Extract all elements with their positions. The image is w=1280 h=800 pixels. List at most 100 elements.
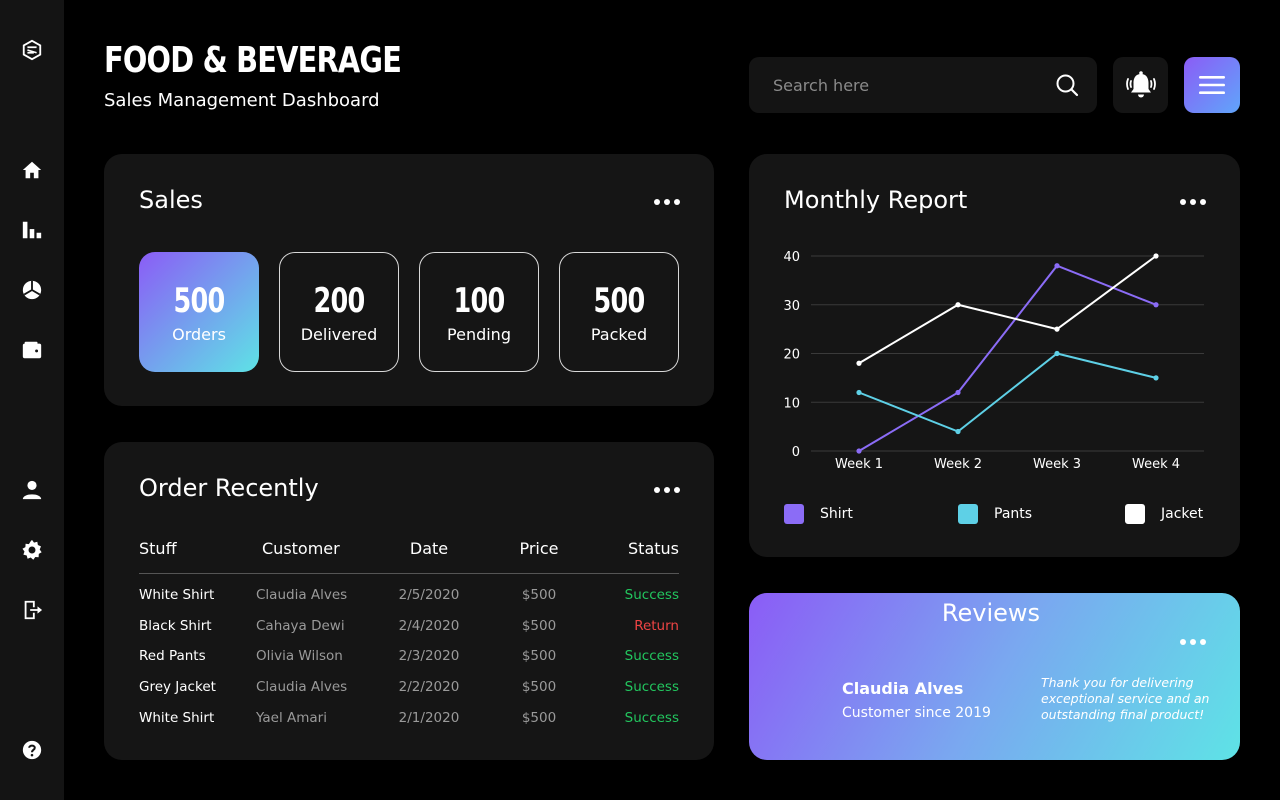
column-header-price[interactable]: Price <box>519 539 559 558</box>
review-quote: Thank you for delivering exceptional ser… <box>1041 675 1210 722</box>
legend-swatch <box>958 504 978 524</box>
table-row[interactable]: Red Pants Olivia Wilson 2/3/2020 $500 Succes… <box>139 648 679 668</box>
cell-price: $500 <box>521 587 557 603</box>
cell-status: Success <box>624 679 679 695</box>
cell-stuff: Red Pants <box>139 648 206 664</box>
data-point <box>955 428 961 435</box>
cell-stuff: Grey Jacket <box>139 679 216 695</box>
data-point <box>955 302 961 308</box>
x-tick-label: Week 2 <box>934 457 982 472</box>
x-tick-label: Week 4 <box>1132 457 1180 472</box>
sales-more-icon[interactable] <box>654 198 680 206</box>
cell-stuff: White Shirt <box>139 710 215 726</box>
stat-label: Packed <box>590 324 648 344</box>
cell-price: $500 <box>521 618 557 634</box>
y-tick-label: 40 <box>783 250 800 265</box>
table-row[interactable]: White Shirt Claudia Alves 2/5/2020 $500 Succ… <box>139 587 679 607</box>
orders-more-icon[interactable] <box>654 486 680 494</box>
data-point <box>856 360 862 366</box>
bell-icon <box>1125 71 1156 98</box>
search-input[interactable] <box>749 57 1049 113</box>
data-point <box>1054 350 1060 357</box>
legend-swatch <box>1125 504 1145 524</box>
stat-delivered[interactable]: 200 Delivered <box>279 252 399 372</box>
data-point <box>1054 326 1060 332</box>
cell-customer: Yael Amari <box>256 710 327 726</box>
cell-customer: Olivia Wilson <box>256 648 343 664</box>
reviewer-name: Claudia Alves <box>842 679 964 698</box>
table-row[interactable]: Grey Jacket Claudia Alves 2/2/2020 $500 Succ… <box>139 679 679 699</box>
cell-status: Return <box>634 618 679 634</box>
cell-date: 2/5/2020 <box>398 587 460 603</box>
column-header-stuff[interactable]: Stuff <box>139 539 177 558</box>
reviews-more-icon[interactable] <box>1180 638 1206 646</box>
cell-customer: Claudia Alves <box>256 587 348 603</box>
cell-customer: Cahaya Dewi <box>256 618 345 634</box>
cell-price: $500 <box>521 710 557 726</box>
menu-button[interactable] <box>1184 57 1240 113</box>
orders-title: Order Recently <box>139 474 319 502</box>
data-point <box>856 448 862 454</box>
cell-status: Success <box>624 648 679 664</box>
legend-item-pants[interactable]: Pants <box>958 504 1032 524</box>
stat-value: 100 <box>453 280 505 321</box>
stat-packed[interactable]: 500 Packed <box>559 252 679 372</box>
stat-pending[interactable]: 100 Pending <box>419 252 539 372</box>
search-icon[interactable] <box>1055 73 1079 97</box>
cell-date: 2/2/2020 <box>398 679 460 695</box>
data-point <box>1153 375 1159 381</box>
column-header-customer[interactable]: Customer <box>262 539 340 558</box>
cell-date: 2/3/2020 <box>398 648 460 664</box>
cell-date: 2/4/2020 <box>398 618 460 634</box>
cell-stuff: Black Shirt <box>139 618 212 634</box>
cell-price: $500 <box>521 679 557 695</box>
stat-orders[interactable]: 500 Orders <box>139 252 259 372</box>
hamburger-icon <box>1199 76 1225 94</box>
cell-status: Success <box>624 710 679 726</box>
logo-icon[interactable] <box>20 38 44 62</box>
wallet-icon[interactable] <box>20 338 44 362</box>
legend-label: Shirt <box>820 506 853 522</box>
table-divider <box>139 573 679 574</box>
column-header-status[interactable]: Status <box>628 539 679 558</box>
table-row[interactable]: White Shirt Yael Amari 2/1/2020 $500 Success <box>139 710 679 730</box>
logout-icon[interactable] <box>20 598 44 622</box>
x-tick-label: Week 3 <box>1033 457 1081 472</box>
legend-swatch <box>784 504 804 524</box>
series-line-shirt <box>858 264 1157 452</box>
reviews-card: Reviews Claudia Alves Customer since 201… <box>749 593 1240 760</box>
data-point <box>1054 263 1060 269</box>
monthly-report-card: Monthly Report 0 10 20 30 40 Week 1 Week 2 Week… <box>749 154 1240 557</box>
y-tick-label: 10 <box>783 396 800 411</box>
data-point <box>1153 253 1159 259</box>
search-bar <box>749 57 1097 113</box>
stat-label: Pending <box>447 324 511 344</box>
legend-item-jacket[interactable]: Jacket <box>1125 504 1203 524</box>
column-header-date[interactable]: Date <box>409 539 449 558</box>
report-more-icon[interactable] <box>1180 198 1206 206</box>
user-icon[interactable] <box>20 478 44 502</box>
table-row[interactable]: Black Shirt Cahaya Dewi 2/4/2020 $500 Return <box>139 618 679 638</box>
series-line-pants <box>858 352 1157 433</box>
home-icon[interactable] <box>20 158 44 182</box>
settings-icon[interactable] <box>20 538 44 562</box>
cell-date: 2/1/2020 <box>398 710 460 726</box>
notifications-button[interactable] <box>1113 57 1168 113</box>
help-icon[interactable] <box>20 738 44 762</box>
sales-title: Sales <box>139 186 203 214</box>
pie-chart-icon[interactable] <box>20 278 44 302</box>
cell-status: Success <box>624 587 679 603</box>
y-tick-label: 30 <box>783 299 800 314</box>
stat-value: 500 <box>173 280 225 321</box>
page-subtitle: Sales Management Dashboard <box>104 90 380 111</box>
stat-value: 200 <box>313 280 365 321</box>
legend-item-shirt[interactable]: Shirt <box>784 504 853 524</box>
legend-label: Pants <box>994 506 1033 522</box>
orders-card: Order Recently Stuff Customer Date Price… <box>104 442 714 760</box>
stat-label: Delivered <box>300 324 378 344</box>
bar-chart-icon[interactable] <box>20 218 44 242</box>
stat-label: Orders <box>172 324 226 344</box>
y-tick-label: 0 <box>792 445 800 460</box>
cell-customer: Claudia Alves <box>256 679 348 695</box>
report-title: Monthly Report <box>784 186 968 214</box>
